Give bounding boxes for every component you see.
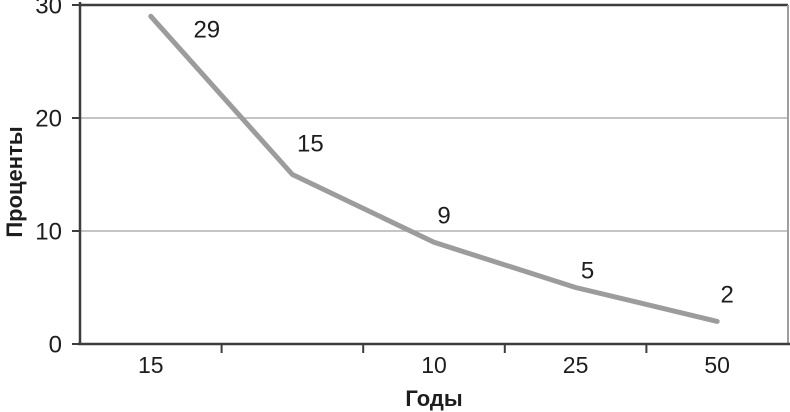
y-tick-label-10: 10: [35, 219, 62, 246]
x-tick-label-50: 50: [704, 352, 730, 378]
x-tick-label-10: 10: [421, 352, 447, 378]
y-axis-title: Проценты: [2, 126, 27, 237]
x-axis-tick-labels: 15 10 25 50: [138, 352, 730, 378]
y-tick-label-30: 30: [35, 0, 62, 20]
data-label-29: 29: [193, 16, 220, 43]
data-label-15: 15: [297, 131, 324, 158]
data-series: [148, 13, 720, 324]
y-tick-label-20: 20: [35, 106, 62, 133]
data-label-9: 9: [437, 202, 450, 229]
data-label-2: 2: [721, 281, 734, 308]
x-tick-label-25: 25: [563, 352, 589, 378]
x-tick-label-15: 15: [138, 352, 164, 378]
gridlines: [80, 117, 788, 232]
x-axis-title: Годы: [405, 386, 462, 411]
y-axis-tick-labels: 0 10 20 30: [35, 0, 62, 359]
data-label-5: 5: [581, 258, 594, 285]
plot-borders: [78, 2, 790, 346]
series-line: [148, 13, 720, 324]
data-point-labels: 29 15 9 5 2: [193, 16, 733, 308]
axis-tick-marks: [72, 4, 648, 353]
y-tick-label-0: 0: [49, 332, 62, 359]
